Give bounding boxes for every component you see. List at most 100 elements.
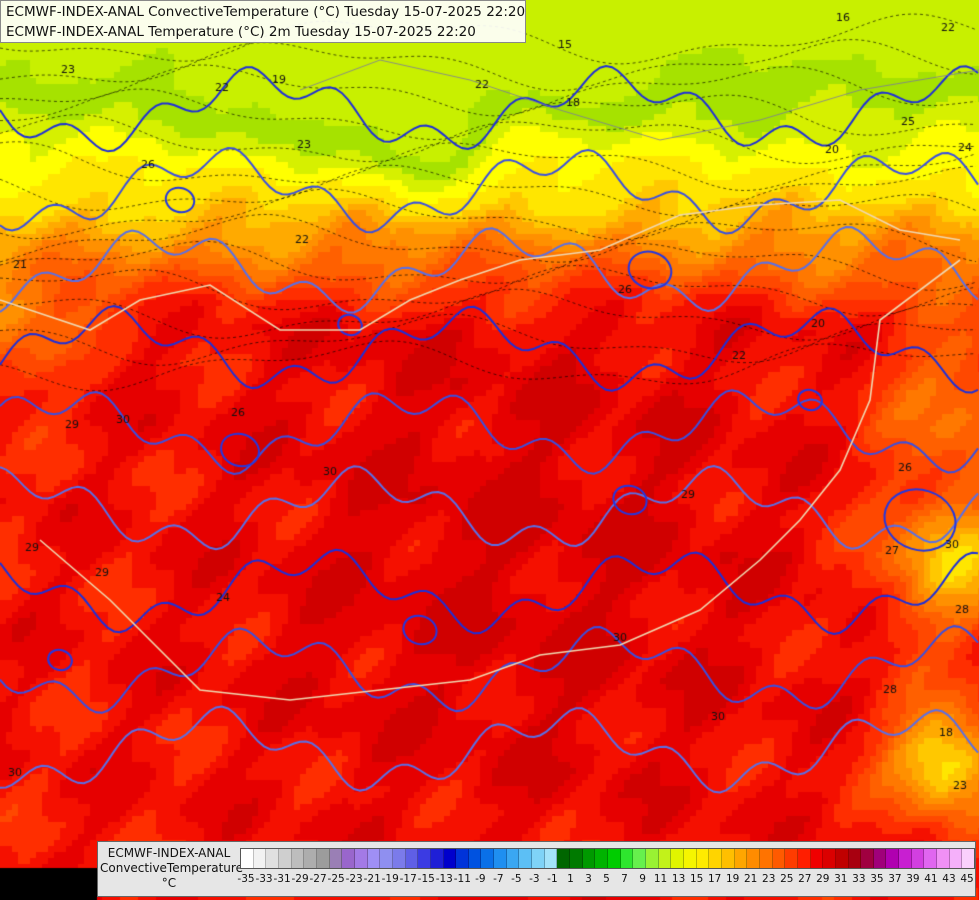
legend-swatch bbox=[810, 849, 824, 868]
legend-tick-label: -17 bbox=[399, 873, 417, 885]
legend-tick-label: 15 bbox=[689, 873, 704, 885]
legend-tick-label: -19 bbox=[381, 873, 399, 885]
legend-swatch bbox=[937, 849, 950, 868]
legend-swatch bbox=[405, 849, 419, 868]
legend-swatch bbox=[785, 849, 798, 868]
legend-tick-labels: -35 -33 -31 -29 -27 -25 -23 -21 -19 -17 -15 -13 -11-… bbox=[237, 873, 974, 889]
legend-swatch bbox=[620, 849, 634, 868]
legend-tick-label: 41 bbox=[924, 873, 938, 885]
legend-tick-label: 37 bbox=[888, 873, 902, 885]
legend-tick-label: 11 bbox=[653, 873, 668, 885]
legend-tick-label: -23 bbox=[345, 873, 363, 885]
legend-swatch bbox=[911, 849, 925, 868]
legend-swatch bbox=[430, 849, 444, 868]
legend-swatch bbox=[759, 849, 773, 868]
legend-tick-label: 13 bbox=[671, 873, 686, 885]
legend-swatch bbox=[721, 849, 735, 868]
legend-swatch bbox=[380, 849, 393, 868]
legend-tick-label: 25 bbox=[780, 873, 794, 885]
legend-tick-label: 17 bbox=[707, 873, 722, 885]
legend-swatch bbox=[835, 849, 849, 868]
legend-tick-label: -13 bbox=[435, 873, 453, 885]
legend-swatch bbox=[519, 849, 533, 868]
legend-tick-label: 5 bbox=[603, 873, 610, 885]
legend-swatch bbox=[468, 849, 482, 868]
legend-swatch bbox=[949, 849, 963, 868]
legend-tick-label: 43 bbox=[942, 873, 956, 885]
legend-tick-label: 39 bbox=[906, 873, 920, 885]
legend-swatch bbox=[797, 849, 811, 868]
legend-swatch bbox=[633, 849, 646, 868]
legend-tick-label: 23 bbox=[762, 873, 776, 885]
legend-tick-label: -25 bbox=[327, 873, 345, 885]
legend-tick-label: 27 bbox=[798, 873, 812, 885]
legend-swatch bbox=[456, 849, 469, 868]
legend-tick-label: -21 bbox=[363, 873, 381, 885]
legend-swatch bbox=[962, 849, 975, 868]
legend-swatch bbox=[557, 849, 571, 868]
legend-color-scale bbox=[240, 848, 975, 869]
legend-tick-label: -1 bbox=[547, 873, 558, 885]
color-legend: ECMWF-INDEX-ANAL ConvectiveTemperature °… bbox=[97, 841, 976, 897]
legend-tick-label: 7 bbox=[621, 873, 628, 885]
legend-tick-label: -27 bbox=[309, 873, 327, 885]
legend-swatch bbox=[658, 849, 672, 868]
temperature-2m-title: ECMWF-INDEX-ANAL Temperature (°C) 2m Tue… bbox=[6, 24, 476, 40]
legend-swatch bbox=[291, 849, 305, 868]
legend-swatch bbox=[747, 849, 760, 868]
legend-tick-label: -7 bbox=[493, 873, 504, 885]
legend-swatch bbox=[772, 849, 786, 868]
legend-swatch bbox=[709, 849, 722, 868]
legend-swatch bbox=[861, 849, 874, 868]
legend-swatch bbox=[241, 849, 254, 868]
legend-swatch bbox=[646, 849, 659, 868]
legend-swatch bbox=[329, 849, 343, 868]
legend-tick-label: 33 bbox=[852, 873, 866, 885]
legend-swatch bbox=[899, 849, 912, 868]
legend-tick-label: -5 bbox=[511, 873, 522, 885]
legend-swatch bbox=[886, 849, 900, 868]
convective-temperature-title: ECMWF-INDEX-ANAL ConvectiveTemperature (… bbox=[6, 4, 526, 20]
legend-tick-label: -33 bbox=[255, 873, 273, 885]
legend-tick-label: 1 bbox=[567, 873, 574, 885]
legend-swatch bbox=[304, 849, 317, 868]
legend-tick-label: 31 bbox=[834, 873, 848, 885]
legend-swatch bbox=[354, 849, 368, 868]
legend-swatch bbox=[544, 849, 558, 868]
legend-tick-label: 45 bbox=[960, 873, 974, 885]
legend-swatch bbox=[342, 849, 355, 868]
legend-tick-label: -35 bbox=[237, 873, 255, 885]
legend-swatch bbox=[671, 849, 684, 868]
legend-tick-label: -15 bbox=[417, 873, 435, 885]
legend-tick-label: -29 bbox=[291, 873, 309, 885]
legend-swatch bbox=[316, 849, 330, 868]
legend-title: ECMWF-INDEX-ANAL ConvectiveTemperature °… bbox=[100, 846, 243, 891]
legend-swatch bbox=[253, 849, 267, 868]
legend-unit-label: °C bbox=[161, 876, 177, 890]
legend-tick-label: 35 bbox=[870, 873, 884, 885]
legend-tick-label: -9 bbox=[475, 873, 486, 885]
legend-swatch bbox=[734, 849, 748, 868]
legend-swatch bbox=[582, 849, 596, 868]
legend-swatch bbox=[278, 849, 292, 868]
legend-swatch bbox=[873, 849, 887, 868]
legend-tick-label: 19 bbox=[725, 873, 740, 885]
legend-swatch bbox=[683, 849, 697, 868]
legend-tick-label: 29 bbox=[816, 873, 830, 885]
legend-swatch bbox=[532, 849, 545, 868]
map-title-box: ECMWF-INDEX-ANAL ConvectiveTemperature (… bbox=[0, 0, 526, 43]
legend-tick-label: -31 bbox=[273, 873, 291, 885]
legend-swatch bbox=[494, 849, 507, 868]
legend-swatch bbox=[266, 849, 279, 868]
legend-parameter-label: ConvectiveTemperature bbox=[100, 861, 243, 875]
legend-source-label: ECMWF-INDEX-ANAL bbox=[107, 846, 231, 860]
legend-tick-label: 9 bbox=[639, 873, 646, 885]
legend-swatch bbox=[823, 849, 836, 868]
legend-swatch bbox=[392, 849, 406, 868]
legend-swatch bbox=[848, 849, 862, 868]
legend-swatch bbox=[608, 849, 621, 868]
legend-tick-label: 3 bbox=[585, 873, 592, 885]
legend-swatch bbox=[481, 849, 495, 868]
legend-tick-label: -3 bbox=[529, 873, 540, 885]
